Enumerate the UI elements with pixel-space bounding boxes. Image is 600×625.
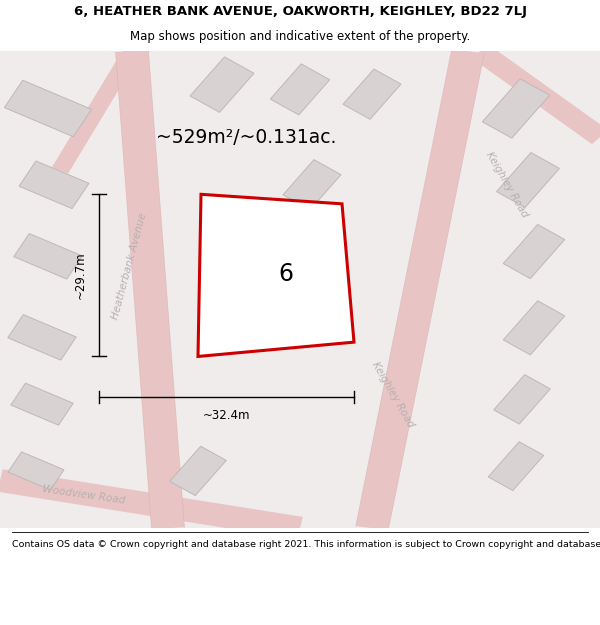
Polygon shape [14,234,82,279]
Polygon shape [116,51,184,529]
Text: Keighley Road: Keighley Road [484,150,530,219]
Polygon shape [11,383,73,425]
Text: Heatherbank Avenue: Heatherbank Avenue [110,211,148,320]
Polygon shape [494,374,550,424]
Polygon shape [198,194,354,356]
Text: Contains OS data © Crown copyright and database right 2021. This information is : Contains OS data © Crown copyright and d… [12,540,600,549]
Polygon shape [472,44,600,144]
Text: 6, HEATHER BANK AVENUE, OAKWORTH, KEIGHLEY, BD22 7LJ: 6, HEATHER BANK AVENUE, OAKWORTH, KEIGHL… [74,5,527,18]
Polygon shape [497,152,559,208]
Text: Map shows position and indicative extent of the property.: Map shows position and indicative extent… [130,31,470,43]
Text: ~32.4m: ~32.4m [203,409,250,422]
Text: ~29.7m: ~29.7m [74,252,87,299]
Polygon shape [356,49,484,530]
Polygon shape [343,69,401,119]
Polygon shape [19,161,89,209]
Polygon shape [488,442,544,491]
Text: ~529m²/~0.131ac.: ~529m²/~0.131ac. [156,127,337,147]
Polygon shape [170,446,226,496]
Polygon shape [503,301,565,355]
Polygon shape [8,314,76,360]
Polygon shape [8,452,64,490]
Polygon shape [52,48,140,174]
Polygon shape [503,224,565,279]
Polygon shape [190,57,254,112]
Polygon shape [283,159,341,210]
Polygon shape [270,64,330,115]
Polygon shape [4,80,92,137]
Text: Woodview Road: Woodview Road [42,484,126,506]
Polygon shape [283,231,341,281]
Text: 6: 6 [278,262,293,286]
Text: Keighley Road: Keighley Road [370,360,416,429]
Polygon shape [0,469,303,539]
Polygon shape [482,79,550,138]
